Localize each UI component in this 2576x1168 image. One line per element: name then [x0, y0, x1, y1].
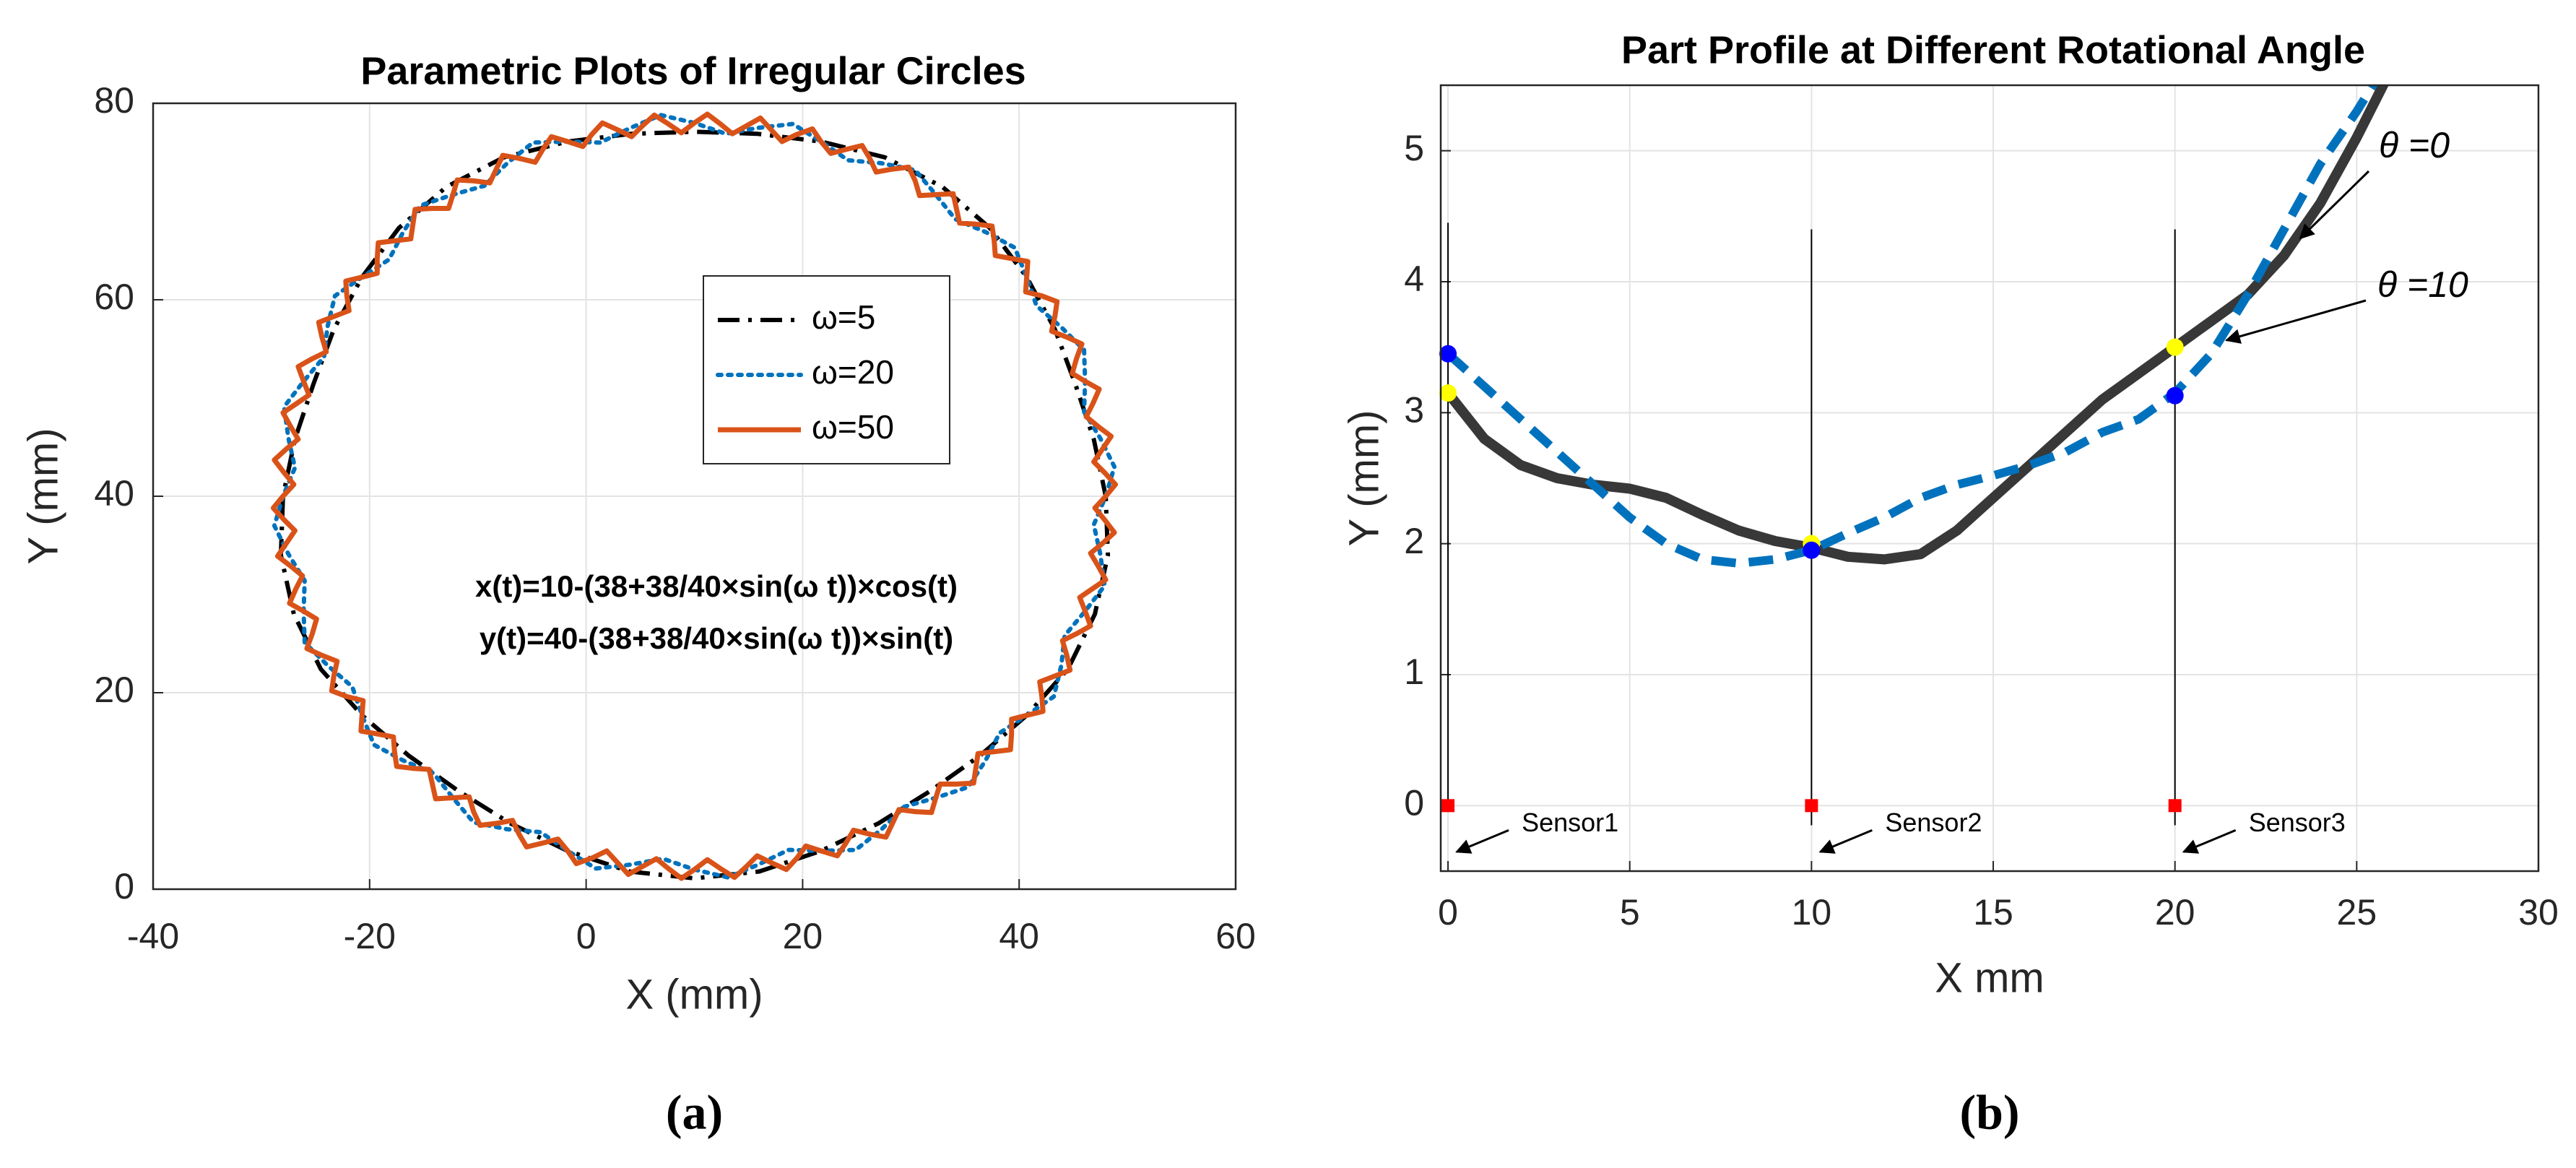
sensor-arrow — [1818, 829, 1873, 854]
axes-box — [152, 102, 1237, 891]
x-tick-label: 40 — [999, 916, 1039, 956]
chart-title: Parametric Plots of Irregular Circles — [360, 49, 1025, 92]
x-tick-label: 10 — [1792, 892, 1832, 933]
axes-box — [1439, 84, 2540, 873]
x-tick-label: 0 — [1438, 892, 1458, 933]
sensor-marker — [1805, 799, 1818, 813]
x-axis-label: X mm — [1935, 954, 2044, 1001]
legend-label: ω=5 — [812, 298, 875, 336]
x-tick-label: 20 — [783, 916, 823, 956]
point-marker — [1439, 384, 1457, 402]
x-tick-label: 30 — [2518, 892, 2559, 933]
plot-area — [1441, 85, 2538, 871]
point-marker — [2166, 386, 2184, 405]
sensor-arrow — [1455, 829, 1509, 854]
annotation: y(t)=40-(38+38/40×sin(ω t))×sin(t) — [480, 621, 953, 655]
y-tick-label: 20 — [94, 670, 134, 710]
series-label: θ =0 — [2379, 125, 2450, 165]
y-tick-label: 5 — [1404, 128, 1424, 168]
sensor-marker — [1441, 799, 1455, 813]
y-tick-label: 60 — [94, 277, 134, 317]
legend-box — [703, 275, 950, 464]
annotation: x(t)=10-(38+38/40×sin(ω t))×cos(t) — [475, 569, 958, 603]
y-axis-label: Y (mm) — [19, 428, 66, 564]
legend-label: ω=50 — [812, 408, 894, 446]
plot-content — [270, 111, 1119, 881]
series-line — [270, 111, 1119, 881]
sensor-marker — [2168, 799, 2182, 813]
x-tick-label: 25 — [2337, 892, 2377, 933]
x-tick-label: -20 — [344, 916, 396, 956]
series-line — [1445, 85, 2378, 568]
y-tick-label: 80 — [94, 80, 134, 121]
point-marker — [1803, 541, 1821, 559]
x-tick-label: 20 — [2155, 892, 2195, 933]
y-axis-label: Y (mm) — [1340, 410, 1387, 546]
legend-label: ω=20 — [812, 353, 894, 391]
point-marker — [2166, 338, 2184, 356]
series-label: θ =10 — [2377, 264, 2468, 305]
sensor-arrow — [2182, 829, 2237, 854]
caption: (b) — [1959, 1085, 2019, 1140]
sensor-label: Sensor3 — [2249, 808, 2346, 837]
x-tick-label: 15 — [1973, 892, 2013, 933]
caption: (a) — [666, 1085, 723, 1140]
x-tick-label: -40 — [127, 916, 179, 956]
series-line — [1444, 85, 2389, 565]
sensor-label: Sensor2 — [1885, 808, 1982, 837]
y-tick-label: 0 — [114, 866, 134, 907]
x-tick-label: 5 — [1620, 892, 1640, 933]
y-tick-label: 0 — [1404, 783, 1424, 823]
chart: -40 -20 0 20 40 60 0 20 40 60 80 Parametric Plots o… — [19, 49, 1255, 1139]
annotation-arrow — [2299, 170, 2370, 240]
sensor-label: Sensor1 — [1522, 808, 1618, 837]
y-tick-label: 2 — [1404, 521, 1424, 561]
x-axis-label: X (mm) — [625, 971, 763, 1018]
y-tick-label: 4 — [1404, 259, 1424, 299]
y-tick-label: 3 — [1404, 390, 1424, 431]
chart-title: Part Profile at Different Rotational Ang… — [1621, 28, 2365, 72]
y-tick-label: 40 — [94, 473, 134, 514]
point-marker — [1439, 345, 1457, 363]
annotation-arrow — [2224, 299, 2367, 344]
x-tick-label: 0 — [576, 916, 597, 956]
x-tick-label: 60 — [1215, 916, 1256, 956]
y-tick-label: 1 — [1404, 652, 1424, 692]
chart: 0 5 10 15 20 25 30 0 1 2 3 4 5 Sensor1 Sensor2 Sensor3 P… — [1340, 28, 2558, 1139]
plot-content — [1444, 85, 2389, 826]
